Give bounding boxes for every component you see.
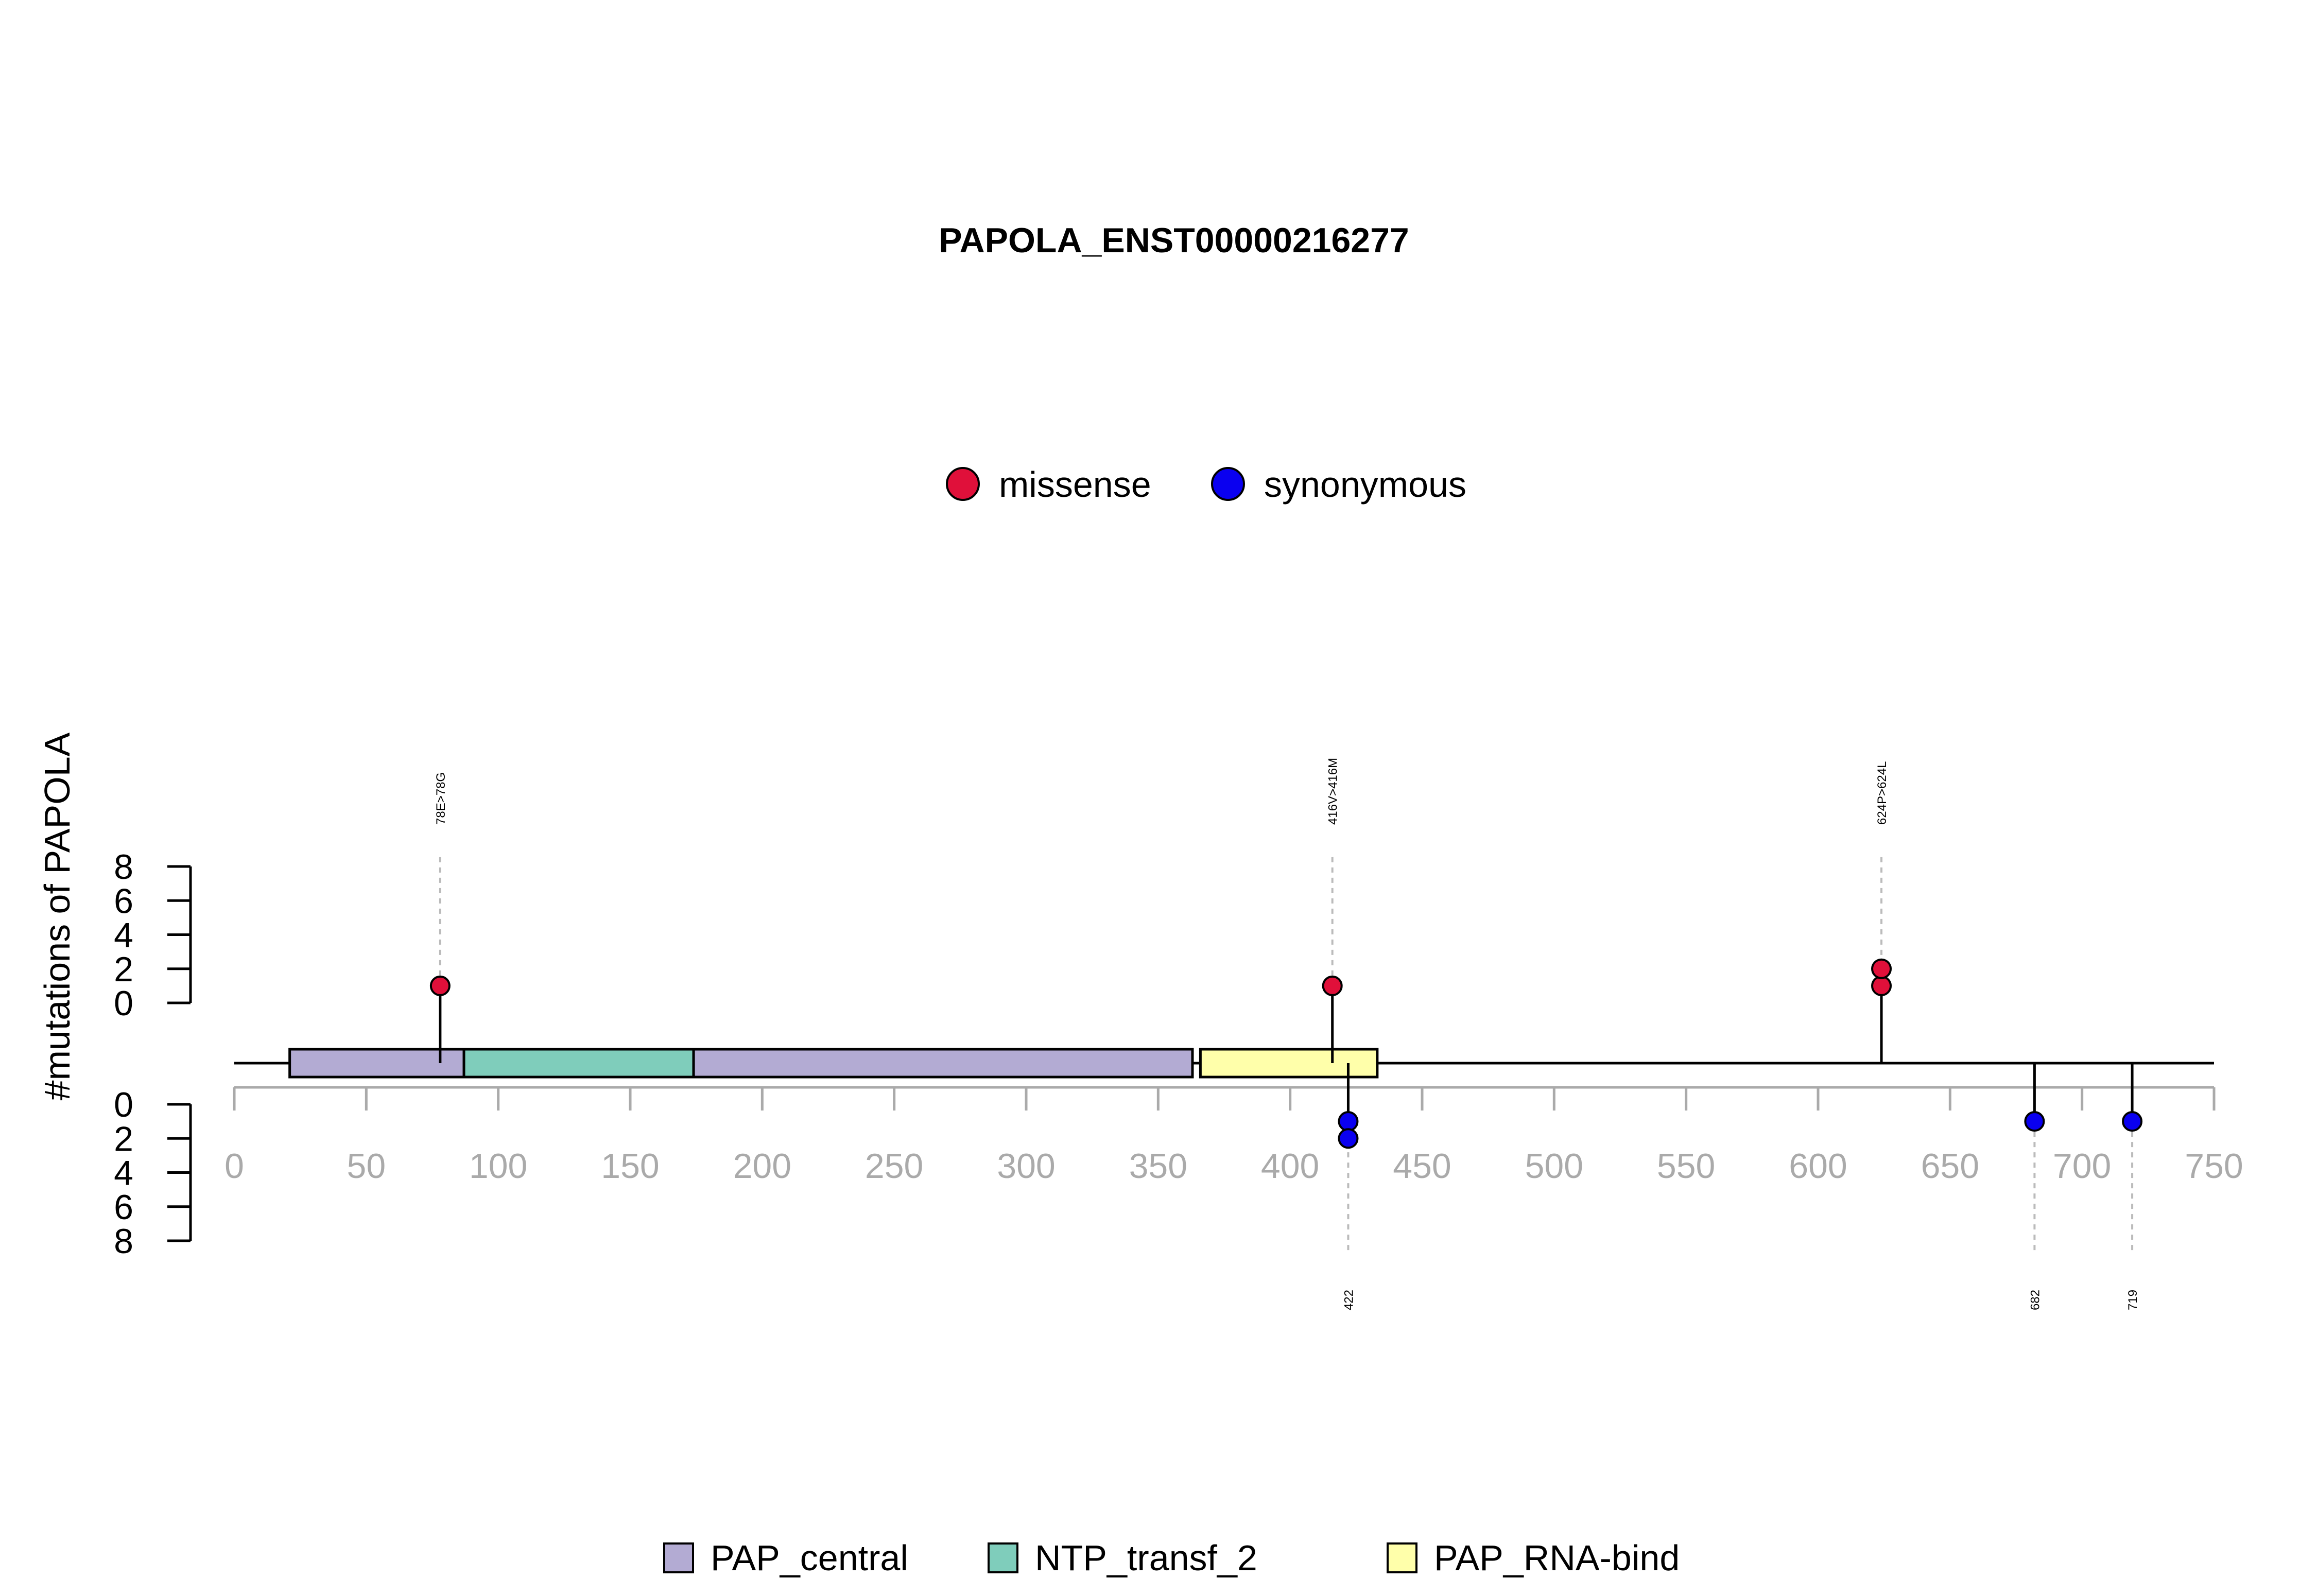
x-tick-label-600: 600	[1789, 1147, 1847, 1186]
chart-title: PAPOLA_ENST00000216277	[939, 221, 1409, 260]
mutation-point-78-1	[429, 975, 451, 996]
mutation-legend: missense synonymous	[946, 464, 1466, 505]
domain-legend-label-NTP_transf_2: NTP_transf_2	[1035, 1538, 1257, 1578]
y-bottom-tick-label-8: 8	[114, 1222, 133, 1261]
x-tick-label-550: 550	[1657, 1147, 1715, 1186]
y-bottom-tick-label-4: 4	[114, 1154, 133, 1193]
x-tick-label-350: 350	[1129, 1147, 1187, 1186]
mutation-point-416-1	[1322, 975, 1343, 996]
x-tick-label-700: 700	[2053, 1147, 2111, 1186]
mutation-label-416: 416V>416M	[1326, 758, 1340, 825]
y-top-tick-label-0: 0	[114, 984, 133, 1023]
domain-NTP_transf_2-1	[462, 1048, 695, 1079]
mutation-label-422: 422	[1342, 1290, 1356, 1310]
x-tick-label-650: 650	[1921, 1147, 1979, 1186]
x-tick-label-150: 150	[601, 1147, 659, 1186]
mutation-point-719-1	[2122, 1111, 2143, 1132]
mutation-point-682-1	[2024, 1111, 2045, 1132]
lollipops: 78E>78G 416V>416M 624P>624L 422 682 719	[429, 758, 2143, 1310]
mutation-point-624-2	[1871, 958, 1892, 979]
x-tick-label-250: 250	[865, 1147, 923, 1186]
mutation-point-624-1	[1871, 975, 1892, 996]
y-bottom-tick-label-0: 0	[114, 1085, 133, 1124]
legend-label-synonymous: synonymous	[1264, 464, 1466, 505]
mutation-label-682: 682	[2028, 1290, 2042, 1310]
axes: 0 50 100 150 200 250 300 350 400 450 500 550 600 650 7…	[114, 847, 2243, 1261]
y-axis-label: #mutations of PAPOLA	[37, 732, 77, 1100]
x-tick-label-750: 750	[2185, 1147, 2243, 1186]
mutation-label-719: 719	[2126, 1290, 2140, 1310]
legend-marker-synonymous	[1211, 467, 1245, 501]
mutation-point-422-1	[1338, 1111, 1359, 1132]
domain-legend-swatch-PAP_RNA-bind	[1387, 1542, 1417, 1573]
x-tick-label-100: 100	[469, 1147, 527, 1186]
x-tick-label-400: 400	[1261, 1147, 1319, 1186]
domain-PAP_central-0	[288, 1048, 465, 1079]
legend-marker-missense	[946, 467, 980, 501]
x-tick-label-500: 500	[1525, 1147, 1583, 1186]
legend-label-missense: missense	[999, 464, 1151, 505]
x-tick-label-300: 300	[997, 1147, 1055, 1186]
domain-PAP_central-2	[692, 1048, 1194, 1079]
y-bottom-tick-label-2: 2	[114, 1119, 133, 1158]
domain-legend-label-PAP_central: PAP_central	[711, 1538, 908, 1578]
y-top-tick-label-6: 6	[114, 881, 133, 921]
x-tick-label-450: 450	[1393, 1147, 1451, 1186]
mutation-label-624: 624P>624L	[1875, 761, 1889, 825]
mutation-point-422-2	[1338, 1128, 1359, 1149]
domain-PAP_RNA-bind-3	[1199, 1048, 1379, 1079]
x-tick-label-0: 0	[224, 1147, 244, 1186]
domain-legend-swatch-PAP_central	[663, 1542, 694, 1573]
x-tick-label-50: 50	[347, 1147, 386, 1186]
y-top-tick-label-8: 8	[114, 847, 133, 887]
x-tick-label-200: 200	[733, 1147, 791, 1186]
protein-track	[234, 1048, 2214, 1079]
y-bottom-tick-label-6: 6	[114, 1188, 133, 1227]
mutation-label-78: 78E>78G	[434, 772, 448, 825]
y-top-tick-label-2: 2	[114, 950, 133, 989]
y-top-tick-label-4: 4	[114, 916, 133, 955]
domain-legend-label-PAP_RNA-bind: PAP_RNA-bind	[1434, 1538, 1680, 1578]
domain-legend-swatch-NTP_transf_2	[988, 1542, 1018, 1573]
domain-legend: PAP_central NTP_transf_2 PAP_RNA-bind	[663, 1538, 1680, 1578]
